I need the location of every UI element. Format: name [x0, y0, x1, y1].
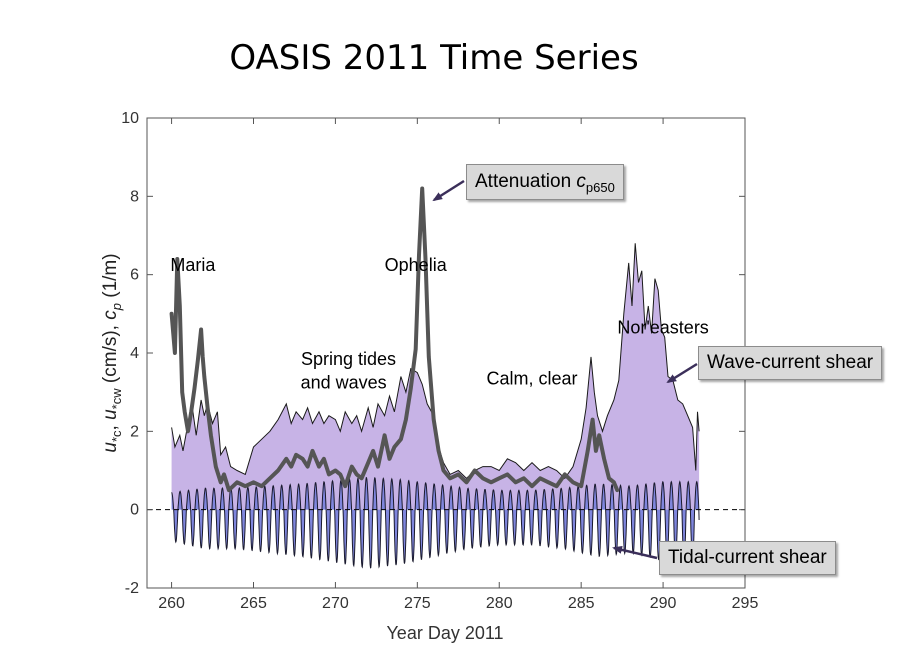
x-tick-label: 270	[322, 595, 349, 612]
x-tick-label: 290	[650, 595, 677, 612]
y-tick-label: 8	[130, 188, 139, 205]
attenuation-arrow	[432, 179, 465, 202]
y-axis-label: u*c, u*cw (cm/s), cp (1/m)	[100, 253, 124, 452]
wave-shear-area	[171, 243, 700, 510]
x-axis-label: Year Day 2011	[386, 623, 503, 643]
y-tick-label: 10	[121, 110, 139, 127]
x-tick-label: 265	[240, 595, 267, 612]
y-tick-label: 6	[130, 267, 139, 284]
attenuation-callout: Attenuation cp650	[466, 164, 624, 200]
tidal-shear-callout: Tidal-current shear	[659, 541, 836, 575]
wave-shear-callout: Wave-current shear	[698, 346, 883, 380]
chart-annotation: Calm, clear	[486, 368, 577, 388]
tidal-shear-outline	[171, 477, 700, 569]
chart-annotation: Ophelia	[385, 255, 448, 275]
annotation-layer: Maria Ophelia Spring tides and waves Calm, c…	[170, 255, 708, 393]
tidal-shear-layer	[171, 477, 700, 569]
attenuation-callout-subscript: p650	[585, 179, 615, 195]
axes-layer: 260 265 270 275 280 285 290 295 -2 0 2 4 6 8 10	[121, 110, 758, 612]
wave-shear-arrow	[666, 362, 698, 384]
attenuation-layer	[169, 186, 620, 493]
chart-annotation: Maria	[170, 255, 216, 275]
y-tick-label: 2	[130, 423, 139, 440]
x-tick-label: 275	[404, 595, 431, 612]
chart-annotation: Nor'easters	[617, 317, 708, 337]
wave-shear-layer	[171, 243, 700, 510]
x-tick-label: 295	[732, 595, 759, 612]
chart-annotation: Spring tides	[301, 349, 396, 369]
arrow-layer	[432, 179, 698, 560]
slide-title: OASIS 2011 Time Series	[229, 38, 639, 78]
x-tick-label: 280	[486, 595, 513, 612]
y-tick-label: 4	[130, 345, 139, 362]
x-tick-label: 285	[568, 595, 595, 612]
svg-text:u*c, u*cw (cm/s), cp (1/m): u*c, u*cw (cm/s), cp (1/m)	[100, 253, 124, 452]
attenuation-line	[169, 186, 620, 493]
y-tick-label: 0	[130, 502, 139, 519]
y-tick-label: -2	[125, 580, 139, 597]
tidal-shear-arrow	[612, 545, 658, 560]
attenuation-callout-symbol: c	[576, 171, 586, 192]
attenuation-callout-text: Attenuation	[475, 171, 577, 192]
chart-annotation: and waves	[301, 372, 387, 392]
x-tick-label: 260	[158, 595, 185, 612]
